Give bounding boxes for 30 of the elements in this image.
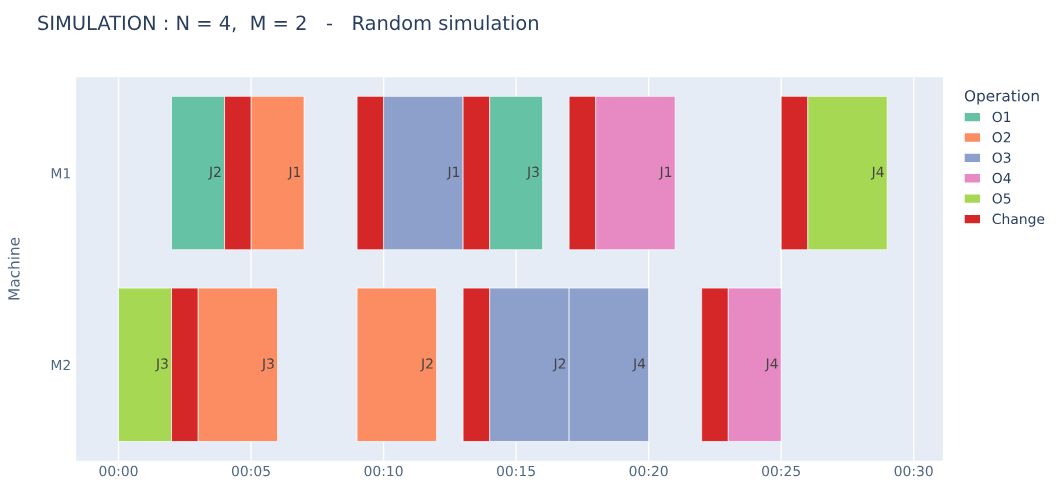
x-tick-label: 00:10 xyxy=(364,465,403,477)
data-label: J1 xyxy=(287,166,301,180)
chart-title: SIMULATION : N = 4, M = 2 - Random simulation xyxy=(38,15,538,33)
legend-label: O3 xyxy=(992,152,1011,163)
legend-label: O4 xyxy=(992,172,1011,184)
legend-title: Operation xyxy=(964,89,1039,105)
legend-label: O1 xyxy=(992,111,1011,123)
data-label: J1 xyxy=(446,166,460,180)
x-tick-label: 00:25 xyxy=(762,465,800,477)
y-tick-label: M2 xyxy=(51,359,70,371)
x-tick-label: 00:20 xyxy=(629,465,668,477)
data-label: J2 xyxy=(552,358,566,372)
data-label: J1 xyxy=(658,166,672,180)
x-tick-label: 00:05 xyxy=(231,465,270,477)
y-axis-title: Machine xyxy=(7,237,20,300)
data-label: J3 xyxy=(155,358,168,372)
x-tick-label: 00:15 xyxy=(497,465,535,477)
data-label: J4 xyxy=(632,358,646,372)
data-label: J3 xyxy=(526,166,539,180)
data-label: J4 xyxy=(764,358,778,372)
data-label: J2 xyxy=(208,166,221,180)
legend-label: O5 xyxy=(992,193,1011,204)
data-label: J4 xyxy=(870,166,884,180)
data-label: J2 xyxy=(420,358,433,372)
legend-label: Change xyxy=(992,213,1045,227)
data-label: J3 xyxy=(261,358,274,372)
x-tick-label: 00:00 xyxy=(99,465,138,477)
legend-label: O2 xyxy=(992,132,1011,143)
x-tick-label: 00:30 xyxy=(894,465,933,477)
y-tick-label: M1 xyxy=(51,168,70,179)
